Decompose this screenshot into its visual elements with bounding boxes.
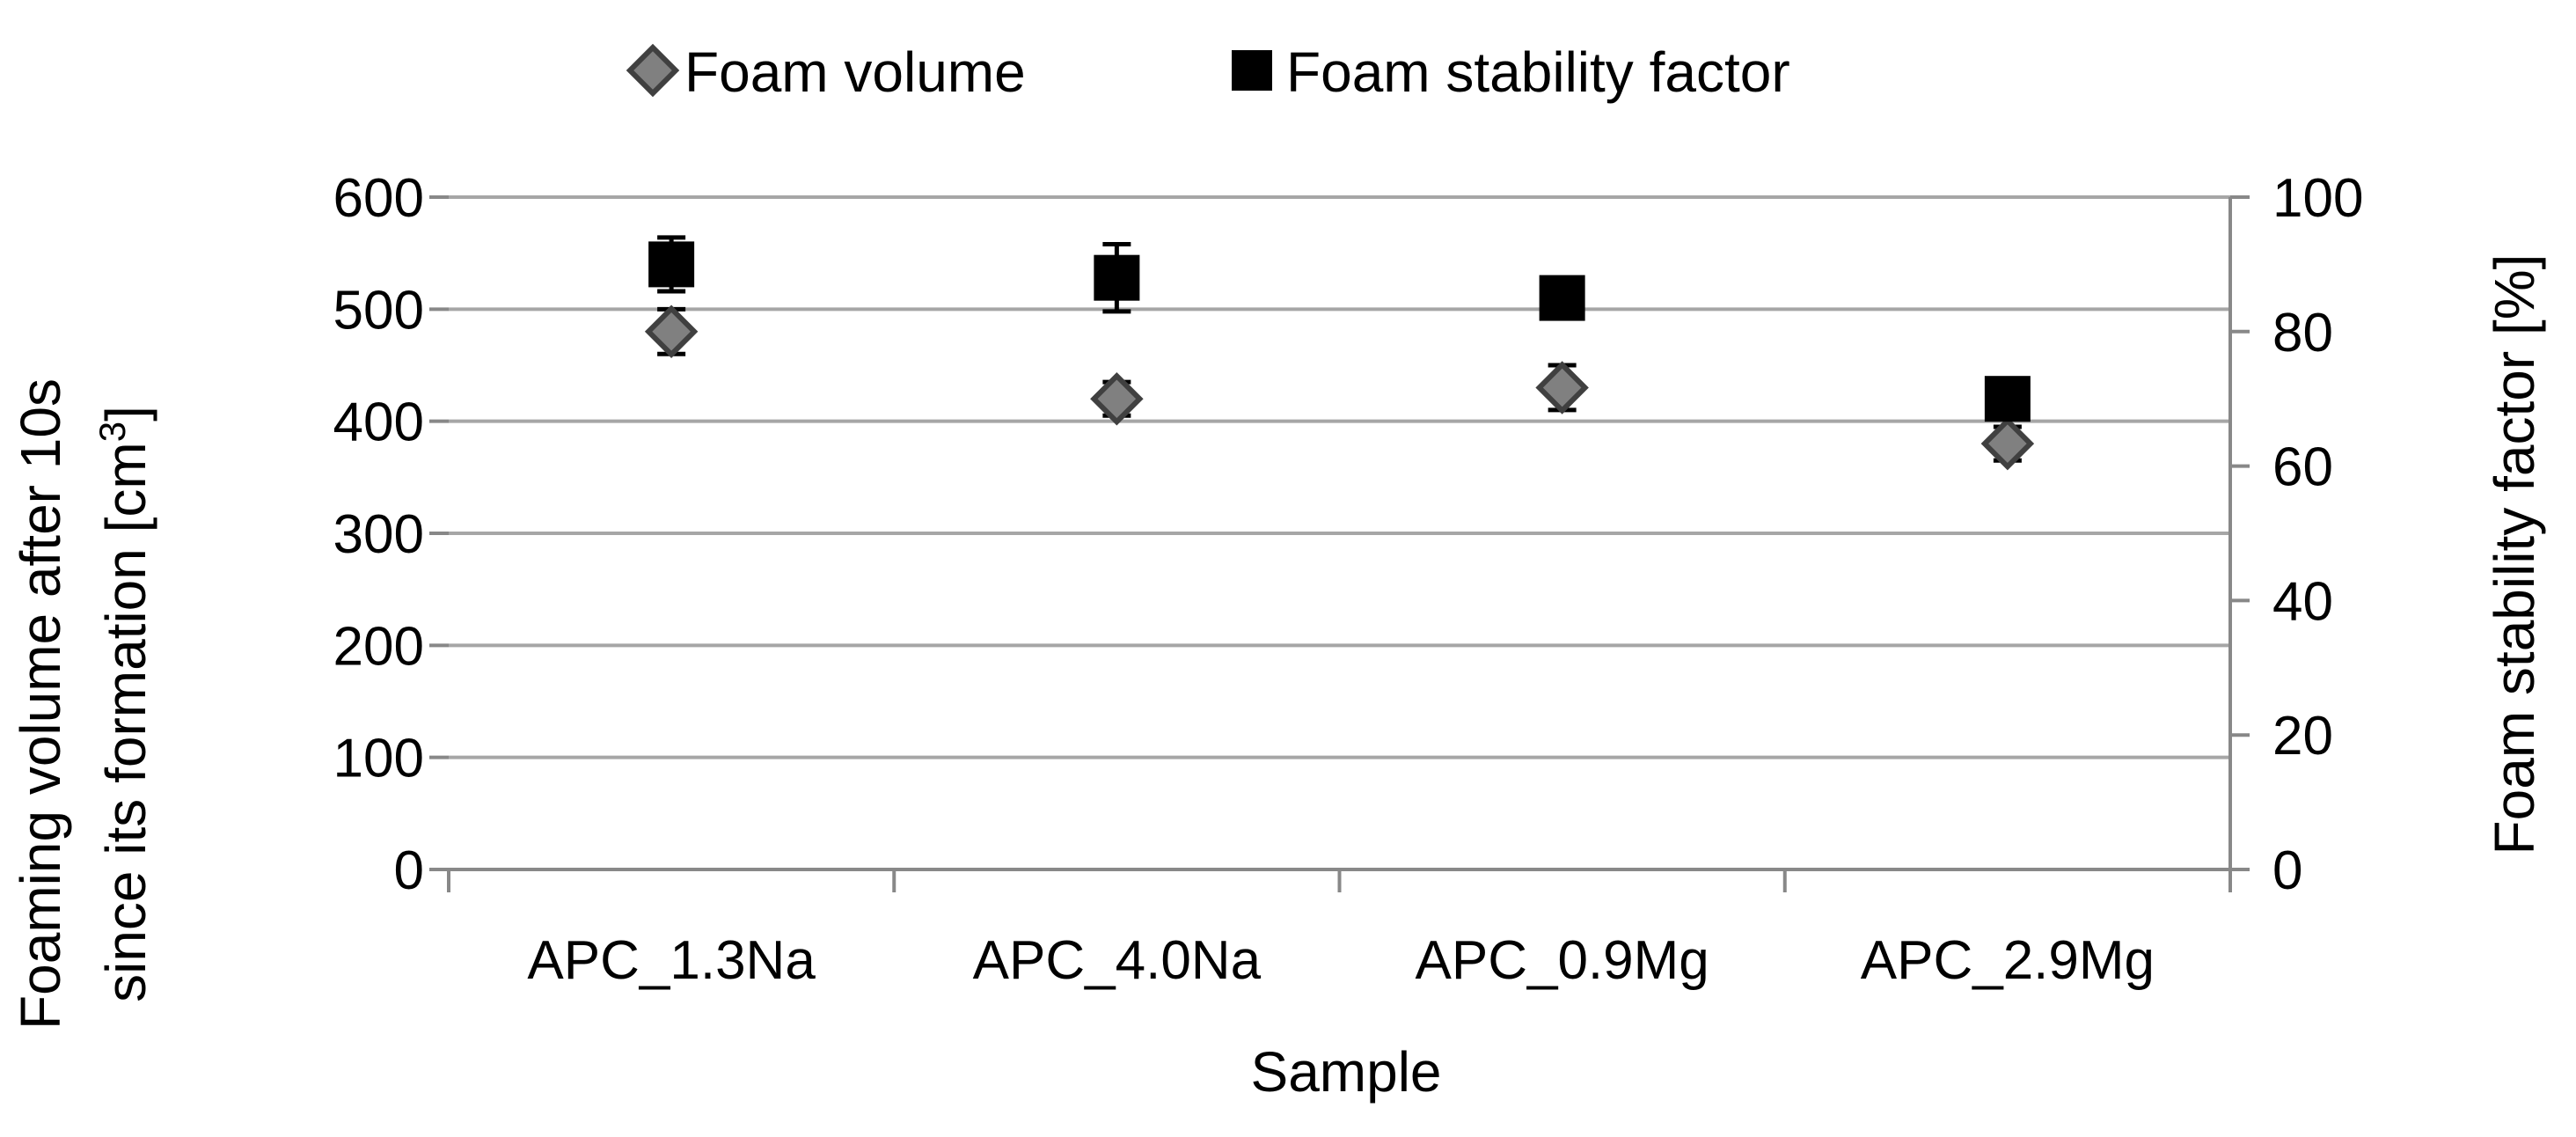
- axes: [429, 195, 2250, 892]
- left-axis-title-superscript: 3: [91, 422, 133, 442]
- legend-diamond-marker: [626, 43, 680, 98]
- left-tick-label: 200: [333, 616, 424, 677]
- legend-label-foam-volume: Foam volume: [684, 40, 1026, 104]
- foam-volume-point: [1090, 371, 1144, 426]
- left-tick-label: 600: [333, 168, 424, 229]
- right-tick-label: 60: [2272, 437, 2333, 498]
- foam-volume-point: [1535, 361, 1589, 414]
- left-tick-label: 400: [333, 392, 424, 453]
- left-axis-title-line2: since its formation [cm3]: [91, 406, 158, 1002]
- left-axis-title-close: ]: [94, 406, 157, 422]
- legend-label-foam-stability-factor: Foam stability factor: [1286, 40, 1790, 104]
- left-axis-title-line1: Foaming volume after 10s: [9, 378, 72, 1030]
- right-tick-label: 100: [2272, 168, 2363, 229]
- foam-stability-point: [1984, 376, 2031, 422]
- x-axis-category-labels: APC_1.3Na APC_4.0Na APC_0.9Mg APC_2.9Mg: [527, 930, 2155, 991]
- left-tick-label: 500: [333, 280, 424, 341]
- foam-stability-point: [648, 241, 695, 288]
- right-tick-label: 0: [2272, 840, 2302, 901]
- right-tick-label: 20: [2272, 706, 2333, 767]
- x-axis-title: Sample: [1251, 1040, 1442, 1104]
- gridlines: [449, 195, 2230, 759]
- category-label: APC_1.3Na: [527, 930, 816, 991]
- left-tick-label: 100: [333, 729, 424, 789]
- foam-volume-point: [644, 304, 699, 359]
- left-axis-tick-labels: 0 100 200 300 400 500 600: [333, 168, 424, 901]
- right-tick-label: 80: [2272, 303, 2333, 363]
- legend-square-marker: [1232, 50, 1272, 91]
- category-label: APC_2.9Mg: [1861, 930, 2155, 991]
- foam-stability-point: [1094, 254, 1140, 301]
- left-axis-title-line2-text: since its formation [cm: [94, 442, 157, 1002]
- legend: Foam volume Foam stability factor: [626, 40, 1790, 104]
- foam-stability-point: [1539, 275, 1585, 321]
- right-axis-title: Foam stability factor [%]: [2483, 254, 2546, 855]
- right-axis-tick-labels: 0 20 40 60 80 100: [2272, 168, 2363, 901]
- data-marks: [644, 235, 2035, 471]
- right-tick-label: 40: [2272, 571, 2333, 632]
- left-tick-label: 300: [333, 504, 424, 565]
- left-tick-label: 0: [394, 840, 424, 901]
- category-label: APC_0.9Mg: [1415, 930, 1709, 991]
- foam-volume-point: [1980, 416, 2035, 471]
- category-label: APC_4.0Na: [973, 930, 1262, 991]
